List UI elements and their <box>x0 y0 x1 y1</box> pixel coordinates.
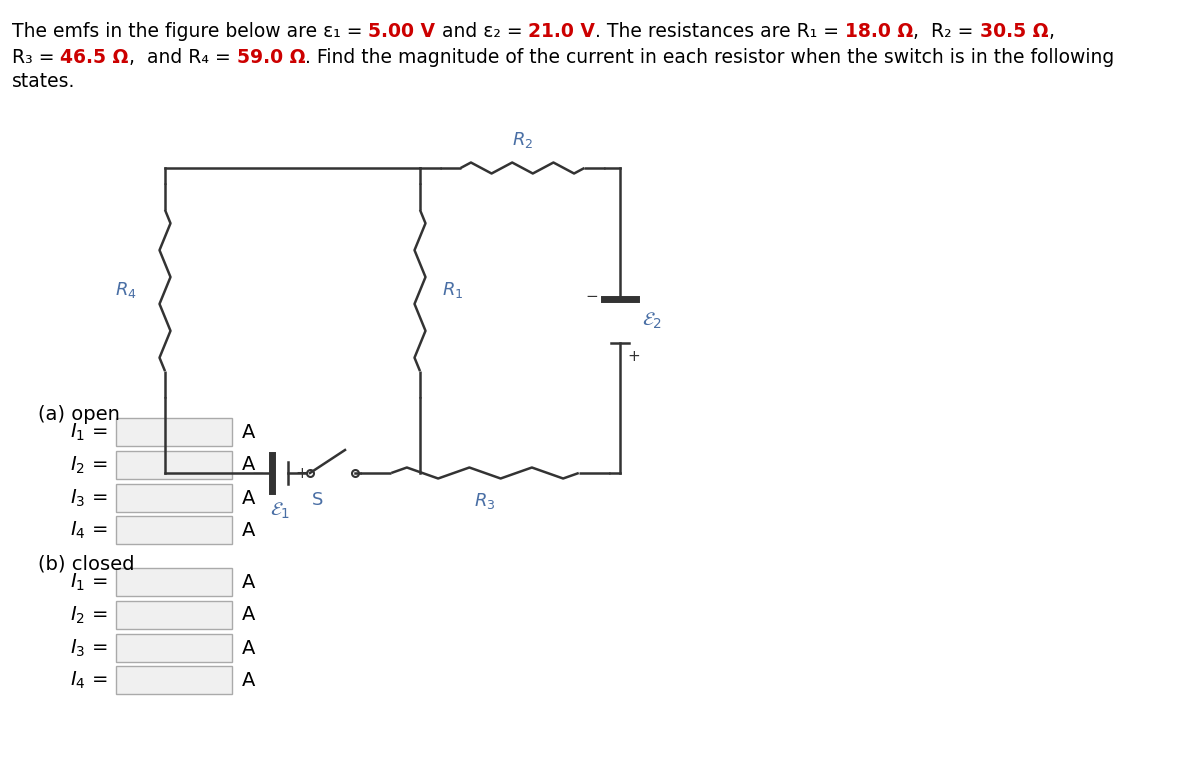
FancyBboxPatch shape <box>116 516 232 544</box>
FancyBboxPatch shape <box>116 451 232 479</box>
Text: $I_4$ =: $I_4$ = <box>71 519 108 541</box>
FancyBboxPatch shape <box>116 601 232 629</box>
Text: ,  R₂ =: , R₂ = <box>913 22 979 41</box>
Text: $R_1$: $R_1$ <box>442 280 463 300</box>
Text: $I_2$ =: $I_2$ = <box>71 604 108 626</box>
Text: . Find the magnitude of the current in each resistor when the switch is in the f: . Find the magnitude of the current in e… <box>305 48 1115 67</box>
Text: 21.0 V: 21.0 V <box>528 22 595 41</box>
FancyBboxPatch shape <box>116 568 232 596</box>
Text: . The resistances are R₁ =: . The resistances are R₁ = <box>595 22 845 41</box>
Text: 59.0 Ω: 59.0 Ω <box>236 48 305 67</box>
Text: $I_2$ =: $I_2$ = <box>71 455 108 475</box>
Text: ,  and R₄ =: , and R₄ = <box>128 48 236 67</box>
Text: ,: , <box>1048 22 1054 41</box>
Text: A: A <box>242 638 256 657</box>
Text: 30.5 Ω: 30.5 Ω <box>979 22 1048 41</box>
FancyBboxPatch shape <box>116 634 232 662</box>
Text: A: A <box>242 455 256 475</box>
Text: $\mathcal{E}_2$: $\mathcal{E}_2$ <box>642 310 662 331</box>
Text: +: + <box>295 465 308 481</box>
Text: R₃ =: R₃ = <box>12 48 60 67</box>
Text: $I_1$ =: $I_1$ = <box>71 571 108 593</box>
Text: A: A <box>242 605 256 624</box>
Text: $R_4$: $R_4$ <box>115 280 137 300</box>
Text: $I_4$ =: $I_4$ = <box>71 670 108 690</box>
Text: 18.0 Ω: 18.0 Ω <box>845 22 913 41</box>
Text: $I_1$ =: $I_1$ = <box>71 422 108 442</box>
Text: states.: states. <box>12 72 76 91</box>
FancyBboxPatch shape <box>116 666 232 694</box>
Text: A: A <box>242 670 256 690</box>
Text: −: − <box>252 465 264 481</box>
Text: $I_3$ =: $I_3$ = <box>71 488 108 508</box>
Text: (a) open: (a) open <box>38 405 120 424</box>
Text: $\mathcal{E}_1$: $\mathcal{E}_1$ <box>270 501 290 521</box>
Text: A: A <box>242 422 256 442</box>
Text: $R_3$: $R_3$ <box>474 491 496 511</box>
Text: 46.5 Ω: 46.5 Ω <box>60 48 128 67</box>
Text: 5.00 V: 5.00 V <box>368 22 436 41</box>
Text: −: − <box>586 289 599 304</box>
Text: The emfs in the figure below are ε₁ =: The emfs in the figure below are ε₁ = <box>12 22 368 41</box>
Text: S: S <box>312 491 324 509</box>
Text: $R_2$: $R_2$ <box>512 130 533 150</box>
Text: A: A <box>242 488 256 508</box>
Text: A: A <box>242 572 256 591</box>
Text: (b) closed: (b) closed <box>38 555 134 574</box>
Text: +: + <box>628 349 641 364</box>
Text: and ε₂ =: and ε₂ = <box>436 22 528 41</box>
FancyBboxPatch shape <box>116 418 232 446</box>
Text: A: A <box>242 521 256 539</box>
FancyBboxPatch shape <box>116 484 232 512</box>
Text: $I_3$ =: $I_3$ = <box>71 637 108 659</box>
